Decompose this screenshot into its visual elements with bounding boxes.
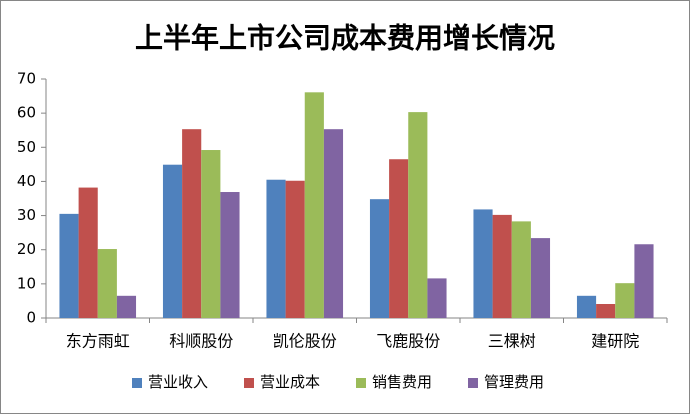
y-tick-label: 40	[17, 172, 36, 190]
bar	[389, 159, 409, 318]
y-tick-label: 20	[17, 240, 36, 258]
legend-label: 营业成本	[260, 373, 320, 391]
x-tick-label: 飞鹿股份	[376, 332, 440, 351]
legend-label: 销售费用	[372, 373, 432, 391]
bar	[201, 150, 221, 318]
bar	[615, 283, 635, 318]
bar	[220, 192, 240, 318]
bar	[78, 187, 98, 318]
bar	[266, 179, 286, 318]
bar	[285, 180, 305, 318]
bar	[408, 112, 428, 319]
bar	[162, 164, 183, 318]
bar	[304, 92, 324, 319]
legend-label: 营业收入	[148, 373, 208, 391]
y-tick-label: 60	[17, 104, 36, 122]
bar	[182, 129, 202, 318]
bar	[634, 244, 654, 318]
chart-title: 上半年上市公司成本费用增长情况	[135, 22, 555, 55]
x-tick-label: 科顺股份	[169, 332, 233, 351]
legend-swatch	[356, 378, 366, 388]
bar	[116, 295, 137, 318]
bar	[369, 199, 390, 318]
bar	[97, 249, 117, 318]
bar	[473, 209, 493, 318]
legend-swatch	[244, 378, 254, 388]
x-tick-label: 建研院	[591, 332, 639, 351]
bar	[511, 221, 531, 318]
bar	[530, 238, 551, 318]
legend-swatch	[132, 378, 142, 388]
x-tick-label: 东方雨虹	[66, 332, 130, 351]
legend-swatch	[468, 378, 478, 388]
y-tick-label: 50	[17, 138, 36, 156]
y-tick-label: 70	[17, 70, 36, 88]
x-tick-label: 三棵树	[488, 332, 536, 351]
x-tick-label: 凯伦股份	[273, 332, 337, 351]
bar	[596, 304, 616, 318]
y-tick-label: 10	[17, 274, 36, 292]
bar	[427, 278, 447, 318]
bar	[323, 129, 344, 318]
bar	[492, 214, 512, 318]
y-tick-label: 30	[17, 206, 36, 224]
bar	[59, 213, 79, 318]
legend-label: 管理费用	[484, 373, 544, 391]
bar	[576, 295, 597, 318]
y-tick-label: 0	[26, 309, 36, 327]
